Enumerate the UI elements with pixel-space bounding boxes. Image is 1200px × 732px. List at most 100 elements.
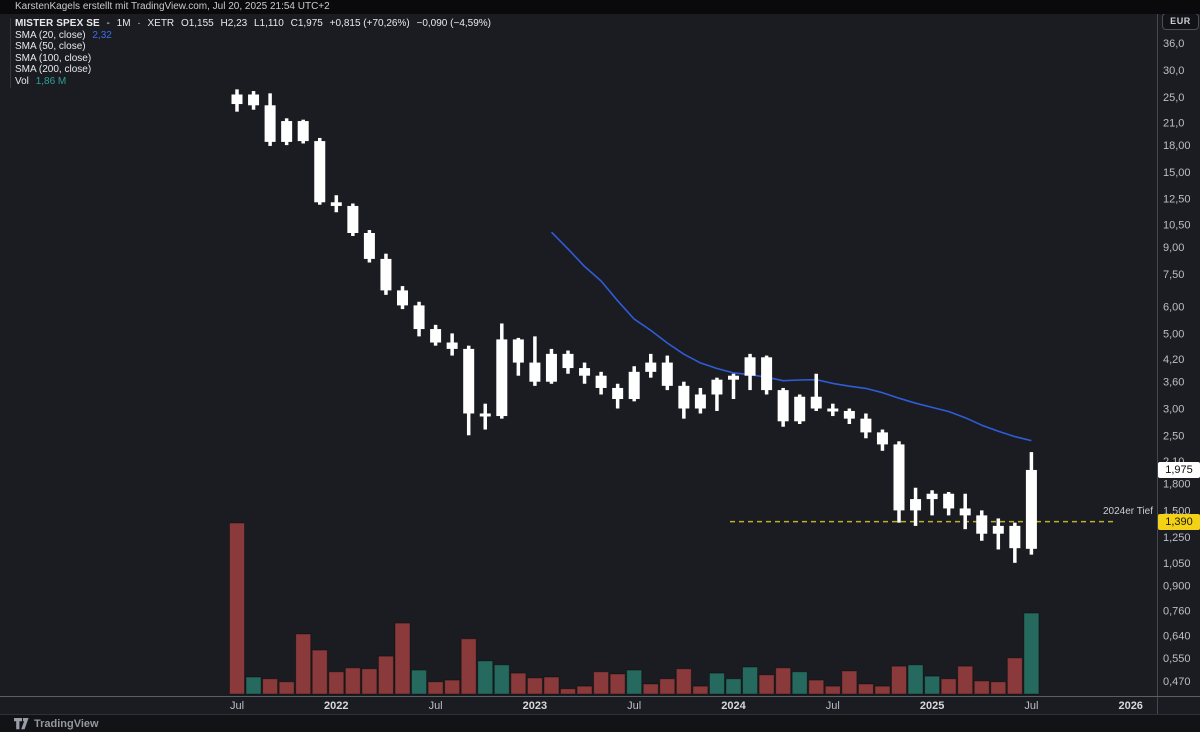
price-level-annotation[interactable]: 2024er Tief bbox=[1102, 506, 1153, 517]
price-tick-label[interactable]: 0,550 bbox=[1163, 653, 1191, 665]
symbol-sep2: · bbox=[137, 18, 141, 29]
indicator-row-sma100[interactable]: SMA (100, close) bbox=[15, 53, 495, 64]
candle-body bbox=[876, 432, 888, 445]
candle-wick bbox=[533, 336, 537, 386]
price-tick-label[interactable]: 3,00 bbox=[1163, 404, 1184, 416]
candle-body bbox=[496, 339, 508, 417]
price-tick-label[interactable]: 1,050 bbox=[1163, 558, 1191, 570]
chart-legend: MISTER SPEX SE - 1M · XETR O1,155 H2,23 … bbox=[15, 18, 495, 87]
candle-body bbox=[893, 444, 905, 511]
candle-body bbox=[777, 390, 789, 422]
volume-bar bbox=[609, 673, 626, 695]
volume-bar bbox=[973, 680, 990, 695]
time-tick-label[interactable]: 2026 bbox=[1118, 700, 1142, 712]
volume-label: Vol bbox=[15, 75, 29, 87]
indicator-row-sma50[interactable]: SMA (50, close) bbox=[15, 41, 495, 52]
indicator-row-sma20[interactable]: SMA (20, close) 2,32 bbox=[15, 30, 495, 41]
price-tick-label[interactable]: 0,900 bbox=[1163, 580, 1191, 592]
price-tick-label[interactable]: 25,0 bbox=[1163, 92, 1184, 104]
price-tick-label[interactable]: 36,0 bbox=[1163, 38, 1184, 50]
candle-body bbox=[976, 515, 988, 534]
volume-bar bbox=[675, 668, 692, 695]
sma20-line[interactable] bbox=[550, 231, 1032, 442]
time-tick-label[interactable]: Jul bbox=[1024, 700, 1038, 712]
price-tick-label[interactable]: 21,0 bbox=[1163, 117, 1184, 129]
volume-bar bbox=[245, 676, 262, 695]
price-tick-label[interactable]: 1,800 bbox=[1163, 479, 1191, 491]
time-tick-label[interactable]: Jul bbox=[429, 700, 443, 712]
symbol-row[interactable]: MISTER SPEX SE - 1M · XETR O1,155 H2,23 … bbox=[15, 18, 495, 29]
time-tick-label[interactable]: Jul bbox=[627, 700, 641, 712]
price-tick-label[interactable]: 3,60 bbox=[1163, 377, 1184, 389]
candle-body bbox=[297, 121, 309, 142]
candle-body bbox=[711, 379, 723, 395]
candle-body bbox=[281, 121, 293, 142]
candle-body bbox=[545, 353, 557, 382]
volume-bar bbox=[493, 664, 510, 695]
tradingview-brand[interactable]: TradingView bbox=[34, 717, 99, 730]
volume-bar bbox=[427, 681, 444, 695]
change-primary: +0,815 (+70,26%) bbox=[329, 18, 410, 29]
volume-bar bbox=[824, 685, 841, 695]
change-secondary: −0,090 (−4,59%) bbox=[416, 18, 492, 29]
candle-body bbox=[380, 258, 392, 291]
candle-body bbox=[678, 385, 690, 409]
volume-bar bbox=[1023, 612, 1040, 695]
candle-body bbox=[529, 362, 541, 382]
volume-bar bbox=[642, 683, 659, 695]
price-tick-label[interactable]: 30,0 bbox=[1163, 65, 1184, 77]
volume-bar bbox=[361, 668, 378, 695]
price-tick-label[interactable]: 0,760 bbox=[1163, 605, 1191, 617]
volume-bar bbox=[444, 679, 461, 695]
volume-bar bbox=[692, 685, 709, 695]
candle-body bbox=[231, 94, 243, 105]
price-tick-label[interactable]: 4,20 bbox=[1163, 354, 1184, 366]
price-tick-label[interactable]: 0,470 bbox=[1163, 676, 1191, 688]
volume-bar bbox=[543, 676, 560, 695]
volume-bar bbox=[957, 665, 974, 695]
level-price-badge: 1,390 bbox=[1158, 514, 1200, 530]
ohlc-close: C1,975 bbox=[290, 18, 323, 29]
candle-body bbox=[761, 357, 773, 391]
price-tick-label[interactable]: 9,00 bbox=[1163, 242, 1184, 254]
volume-bar bbox=[841, 670, 858, 695]
price-tick-label[interactable]: 6,00 bbox=[1163, 302, 1184, 314]
candle-body bbox=[579, 368, 591, 376]
volume-bar bbox=[940, 678, 957, 695]
candle-body bbox=[562, 353, 574, 369]
time-tick-label[interactable]: Jul bbox=[826, 700, 840, 712]
candle-body bbox=[860, 418, 872, 433]
indicator-label: SMA (100, close) bbox=[15, 52, 92, 64]
time-tick-label[interactable]: Jul bbox=[230, 700, 244, 712]
volume-bar bbox=[377, 655, 394, 695]
price-tick-label[interactable]: 18,00 bbox=[1163, 140, 1191, 152]
volume-value: 1,86 M bbox=[35, 75, 67, 87]
price-tick-label[interactable]: 0,640 bbox=[1163, 631, 1191, 643]
symbol-name: MISTER SPEX SE bbox=[15, 18, 100, 29]
price-tick-label[interactable]: 7,50 bbox=[1163, 269, 1184, 281]
candle-body bbox=[463, 348, 475, 414]
volume-bar bbox=[742, 666, 759, 695]
time-tick-label[interactable]: 2022 bbox=[324, 700, 348, 712]
price-tick-label[interactable]: 12,50 bbox=[1163, 194, 1191, 206]
volume-bar bbox=[311, 649, 328, 695]
price-tick-label[interactable]: 1,250 bbox=[1163, 532, 1191, 544]
volume-bar bbox=[344, 667, 361, 695]
price-tick-label[interactable]: 2,50 bbox=[1163, 430, 1184, 442]
price-tick-label[interactable]: 10,50 bbox=[1163, 219, 1191, 231]
time-tick-label[interactable]: 2023 bbox=[523, 700, 547, 712]
candle-wick bbox=[930, 490, 934, 516]
price-tick-label[interactable]: 15,00 bbox=[1163, 167, 1191, 179]
currency-button[interactable]: EUR bbox=[1162, 13, 1199, 30]
volume-bar bbox=[758, 674, 775, 695]
time-tick-label[interactable]: 2025 bbox=[920, 700, 944, 712]
indicator-row-sma200[interactable]: SMA (200, close) bbox=[15, 64, 495, 75]
time-tick-label[interactable]: 2024 bbox=[721, 700, 746, 712]
price-tick-label[interactable]: 5,00 bbox=[1163, 328, 1184, 340]
candle-body bbox=[628, 371, 640, 400]
indicator-row-volume[interactable]: Vol 1,86 M bbox=[15, 76, 495, 87]
volume-bar bbox=[460, 638, 477, 695]
volume-bar bbox=[626, 669, 643, 695]
candle-body bbox=[446, 342, 458, 349]
